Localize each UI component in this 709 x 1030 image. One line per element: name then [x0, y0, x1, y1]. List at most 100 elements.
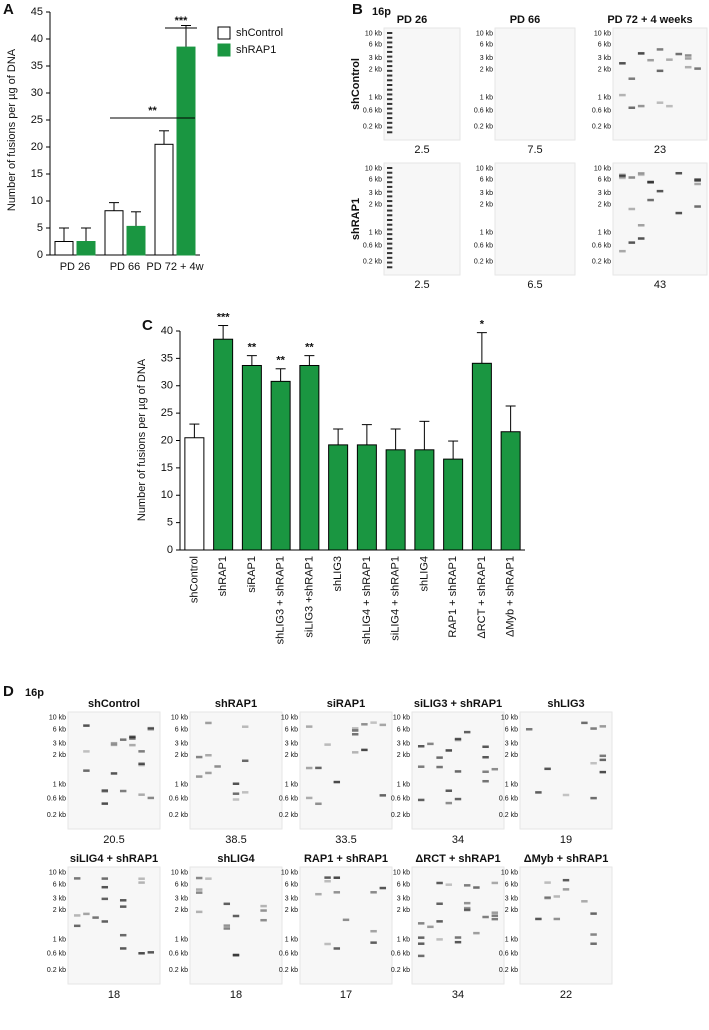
size-marker: 0.6 kb: [499, 795, 518, 802]
fusion-count: 7.5: [527, 144, 542, 156]
blot: [383, 162, 461, 276]
bar: [299, 364, 320, 551]
y-tick-label: 10: [31, 195, 43, 207]
ladder-band: [387, 190, 393, 193]
band: [482, 755, 489, 759]
y-tick-label: 5: [37, 222, 43, 234]
ladder-band: [387, 200, 393, 203]
size-marker: 2 kb: [285, 907, 298, 914]
band: [445, 749, 453, 752]
size-marker: 0.2 kb: [499, 967, 518, 974]
band: [535, 917, 542, 921]
y-tick-label: 30: [161, 380, 173, 392]
size-marker: 10 kb: [476, 30, 493, 37]
blot: [67, 866, 161, 985]
legend-swatch: [217, 43, 231, 57]
band: [241, 759, 249, 763]
band: [656, 189, 664, 193]
band: [553, 917, 561, 921]
significance: **: [305, 342, 314, 354]
band: [119, 738, 127, 741]
band: [590, 933, 597, 936]
fusion-count: 18: [108, 989, 120, 1001]
ladder-band: [387, 242, 393, 245]
ladder-band: [387, 247, 393, 250]
band: [83, 769, 90, 772]
size-marker: 0.6 kb: [363, 243, 382, 250]
significance: ***: [217, 311, 231, 323]
band: [110, 743, 118, 747]
size-marker: 3 kb: [598, 55, 611, 62]
fusion-count: 20.5: [103, 834, 124, 846]
row-label: shRAP1: [350, 198, 362, 240]
y-tick-label: 20: [31, 141, 43, 153]
band: [544, 896, 551, 900]
band: [562, 793, 570, 797]
band: [232, 792, 240, 795]
y-tick-label: 10: [161, 489, 173, 501]
ladder-band: [387, 98, 393, 101]
size-marker: 0.2 kb: [279, 812, 298, 819]
size-marker: 0.2 kb: [592, 258, 611, 265]
band: [333, 780, 341, 784]
band: [232, 782, 240, 785]
ladder-band: [387, 131, 393, 134]
x-tick-label: siRAP1: [246, 556, 258, 593]
bar: [154, 143, 174, 256]
y-tick-label: 15: [31, 168, 43, 180]
band: [619, 174, 626, 178]
band: [223, 927, 231, 930]
size-marker: 10 kb: [393, 870, 410, 877]
size-marker: 0.6 kb: [279, 950, 298, 957]
band: [590, 796, 597, 800]
fusion-count: 43: [654, 279, 666, 291]
fusion-count: 17: [340, 989, 352, 1001]
size-marker: 2 kb: [505, 907, 518, 914]
band: [205, 754, 212, 757]
size-marker: 3 kb: [285, 740, 298, 747]
size-marker: 6 kb: [369, 42, 382, 49]
band: [445, 801, 453, 805]
size-marker: 3 kb: [285, 895, 298, 902]
ladder-band: [387, 117, 393, 120]
size-marker: 0.6 kb: [474, 243, 493, 250]
ladder-band: [387, 60, 393, 63]
ladder-band: [387, 185, 393, 188]
size-marker: 3 kb: [53, 895, 66, 902]
band: [590, 912, 597, 915]
size-marker: 6 kb: [369, 177, 382, 184]
band: [491, 914, 499, 917]
band: [417, 936, 425, 939]
band: [666, 104, 673, 108]
significance: **: [276, 355, 285, 367]
bar: [241, 364, 262, 551]
size-marker: 0.2 kb: [279, 967, 298, 974]
size-marker: 0.6 kb: [592, 243, 611, 250]
size-marker: 2 kb: [480, 201, 493, 208]
size-marker: 10 kb: [365, 165, 382, 172]
band: [351, 751, 359, 754]
x-tick-label: ΔMyb + shRAP1: [505, 556, 517, 637]
band: [454, 936, 462, 939]
ladder-band: [387, 112, 393, 115]
size-marker: 3 kb: [505, 740, 518, 747]
band: [119, 905, 127, 908]
blot: [299, 866, 393, 985]
ladder-band: [387, 176, 393, 179]
ladder-band: [387, 167, 393, 169]
ladder-band: [387, 121, 393, 124]
size-marker: 2 kb: [53, 907, 66, 914]
size-marker: 0.6 kb: [169, 795, 188, 802]
y-axis-label: Number of fusions per µg of DNA: [136, 358, 148, 521]
band: [637, 52, 645, 55]
size-marker: 1 kb: [53, 781, 66, 788]
size-marker: 10 kb: [281, 870, 298, 877]
significance: **: [148, 105, 157, 117]
y-tick-label: 40: [31, 33, 43, 45]
band: [324, 876, 331, 879]
band: [619, 249, 626, 253]
ladder-band: [387, 209, 393, 212]
size-marker: 1 kb: [598, 94, 611, 101]
size-marker: 0.2 kb: [363, 123, 382, 130]
band: [315, 802, 322, 806]
